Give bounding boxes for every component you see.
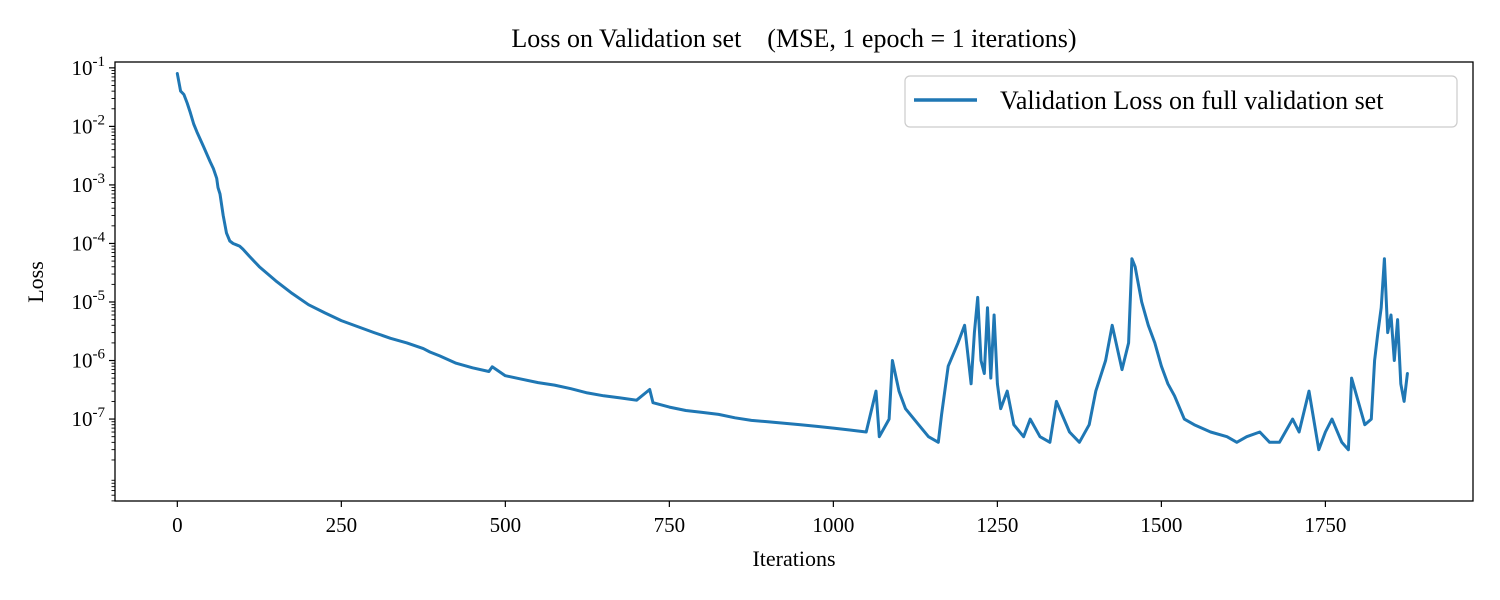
y-tick-label: 10-4 [72, 229, 106, 255]
legend-label: Validation Loss on full validation set [1000, 86, 1384, 115]
x-axis-label: Iterations [752, 546, 835, 571]
x-tick-label: 750 [654, 513, 686, 537]
plot-area [175, 72, 1409, 452]
y-tick-label: 10-2 [72, 112, 106, 138]
y-axis-ticks: 10-7 10-6 10-5 10-4 10-3 10-2 10-1 [72, 54, 115, 431]
x-tick-label: 500 [490, 513, 522, 537]
x-tick-label: 1250 [976, 513, 1018, 537]
y-tick-label: 10-1 [72, 54, 106, 80]
x-tick-label: 0 [172, 513, 183, 537]
y-tick-label: 10-3 [72, 171, 106, 197]
y-axis-label: Loss [23, 261, 48, 303]
y-tick-label: 10-7 [72, 405, 106, 431]
x-tick-label: 1500 [1140, 513, 1182, 537]
y-tick-label: 10-5 [72, 288, 106, 314]
legend: Validation Loss on full validation set [904, 75, 1458, 128]
y-tick-label: 10-6 [72, 347, 106, 373]
x-tick-label: 250 [326, 513, 358, 537]
legend-box [904, 75, 1458, 128]
x-tick-label: 1750 [1304, 513, 1346, 537]
chart-title: Loss on Validation set (MSE, 1 epoch = 1… [511, 24, 1076, 53]
x-tick-label: 1000 [812, 513, 854, 537]
series-line-validation-loss [175, 72, 1409, 452]
axes-frame [114, 61, 1474, 502]
x-axis-ticks: 0 250 500 750 1000 1250 1500 1750 [172, 501, 1346, 537]
